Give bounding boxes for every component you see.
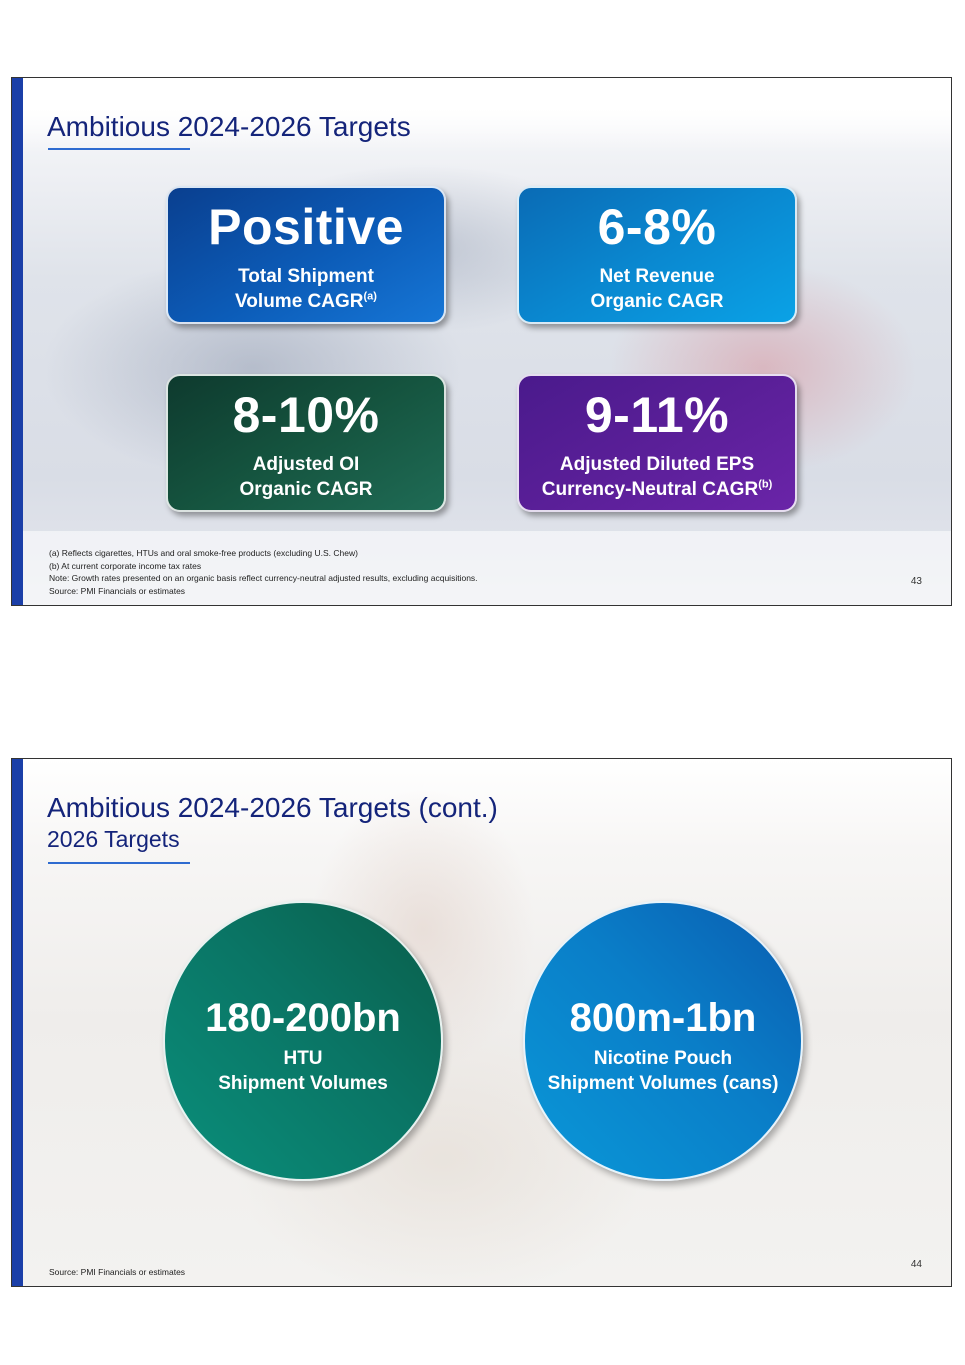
title-underline [48,862,190,864]
target-value: 6-8% [597,199,717,255]
target-value: 180-200bn [205,996,401,1040]
target-value: 8-10% [232,387,380,443]
page-number: 43 [910,576,922,587]
footnote: (b) At current corporate income tax rate… [49,560,202,571]
target-card-adjusted-eps: 9-11% Adjusted Diluted EPS Currency-Neut… [517,374,797,512]
slide-43: Ambitious 2024-2026 Targets Positive Tot… [11,77,952,606]
slide-44: Ambitious 2024-2026 Targets (cont.) 2026… [11,758,952,1287]
footnotes: (a) Reflects cigarettes, HTUs and oral s… [49,547,478,597]
target-label: Nicotine Pouch Shipment Volumes (cans) [547,1048,779,1094]
footnote: (a) Reflects cigarettes, HTUs and oral s… [49,548,358,558]
footnote: Source: PMI Financials or estimates [49,585,186,596]
slide-title: Ambitious 2024-2026 Targets (cont.) [47,792,498,823]
target-label: Net Revenue Organic CAGR [590,266,724,312]
footnote: Note: Growth rates presented on an organ… [49,573,478,583]
target-value: 9-11% [584,387,730,443]
target-card-shipment-volume: Positive Total Shipment Volume CAGR(a) [166,186,446,324]
target-card-adjusted-oi: 8-10% Adjusted OI Organic CAGR [166,374,446,512]
accent-bar [12,759,23,1286]
source-note: Source: PMI Financials or estimates [49,1267,186,1277]
footnote-marker: (a) [363,290,377,303]
target-card-net-revenue: 6-8% Net Revenue Organic CAGR [517,186,797,324]
target-value: 800m-1bn [569,996,757,1040]
footnote-marker: (b) [758,478,773,491]
accent-bar [12,78,23,605]
target-label: Adjusted Diluted EPS Currency-Neutral CA… [541,454,773,500]
target-circle-htu: 180-200bn HTU Shipment Volumes [163,901,443,1181]
slide-subtitle: 2026 Targets [47,826,180,852]
target-value: Positive [208,199,404,255]
target-circle-nicotine-pouch: 800m-1bn Nicotine Pouch Shipment Volumes… [523,901,803,1181]
slide-background-image [23,78,951,605]
target-label: Adjusted OI Organic CAGR [239,454,373,500]
page-number: 44 [910,1259,922,1270]
target-label: HTU Shipment Volumes [218,1048,388,1094]
title-underline [48,148,190,150]
slide-title: Ambitious 2024-2026 Targets [47,111,411,142]
target-label: Total Shipment Volume CAGR(a) [235,266,377,312]
